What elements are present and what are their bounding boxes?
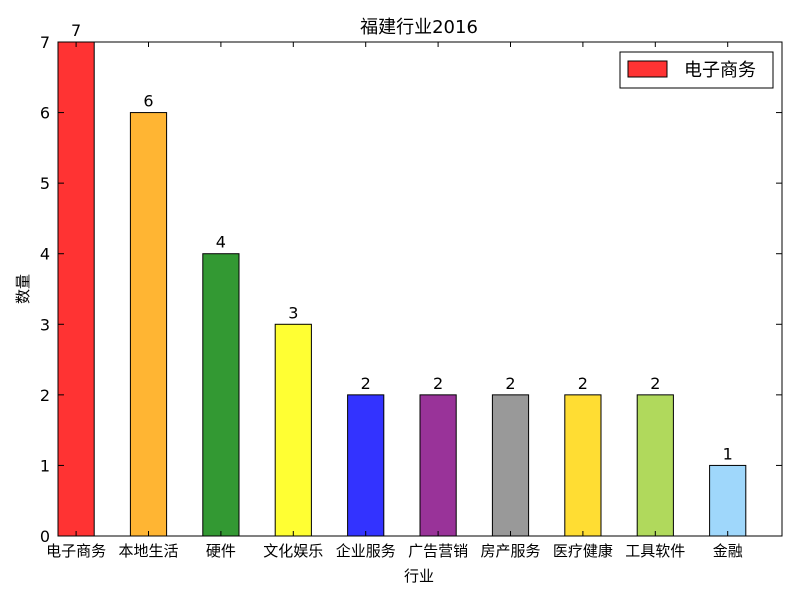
x-axis-title: 行业: [404, 567, 434, 585]
data-label: 1: [723, 444, 733, 463]
y-tick-label: 4: [40, 245, 50, 264]
bar-文化娱乐: [274, 323, 312, 537]
bar-广告营销: [419, 394, 457, 537]
data-label: 2: [578, 374, 588, 393]
legend-swatch: [627, 60, 668, 78]
bar-硬件: [202, 253, 240, 537]
legend: 电子商务: [619, 51, 774, 89]
chart-title: 福建行业2016: [360, 17, 478, 38]
data-label: 2: [650, 374, 660, 393]
x-tick-label: 广告营销: [408, 542, 468, 560]
y-tick-label: 7: [40, 33, 50, 52]
x-tick-label: 医疗健康: [553, 542, 613, 560]
y-tick-label: 6: [40, 104, 50, 123]
x-tick-label: 房产服务: [480, 542, 540, 560]
bar-房产服务: [491, 394, 530, 537]
y-tick-label: 2: [40, 386, 50, 405]
data-label: 2: [433, 374, 443, 393]
x-tick-label: 工具软件: [625, 542, 685, 560]
data-label: 6: [143, 92, 153, 111]
data-labels-layer: 7 6 4 3 2 2 2 2 2 1: [71, 21, 733, 463]
x-tick-label: 电子商务: [46, 542, 106, 560]
bars-layer: [57, 41, 747, 537]
y-tick-label: 0: [40, 527, 50, 546]
y-axis-title: 数量: [14, 274, 32, 304]
plot-frame: [57, 41, 783, 537]
x-tick-label: 文化娱乐: [263, 542, 323, 560]
bar-医疗健康: [564, 394, 602, 537]
data-label: 3: [288, 303, 298, 322]
bar-工具软件: [636, 394, 674, 537]
bar-企业服务: [347, 394, 385, 537]
x-tick-label: 硬件: [206, 542, 236, 560]
bar-金融: [709, 464, 747, 537]
data-label: 2: [361, 374, 371, 393]
data-label: 2: [505, 374, 515, 393]
x-axis: 电子商务 本地生活 硬件 文化娱乐 企业服务 广告营销 房产服务 医疗健康 工具软件 金融: [46, 42, 743, 560]
bar-电子商务: [57, 41, 95, 537]
legend-label: 电子商务: [684, 60, 756, 81]
x-tick-label: 本地生活: [118, 542, 178, 560]
y-tick-label: 1: [40, 456, 50, 475]
data-label: 7: [71, 21, 81, 40]
x-tick-label: 企业服务: [336, 542, 396, 560]
bar-本地生活: [129, 112, 168, 537]
y-tick-label: 5: [40, 174, 50, 193]
data-label: 4: [216, 233, 226, 252]
y-tick-label: 3: [40, 315, 50, 334]
x-tick-label: 金融: [713, 542, 743, 560]
